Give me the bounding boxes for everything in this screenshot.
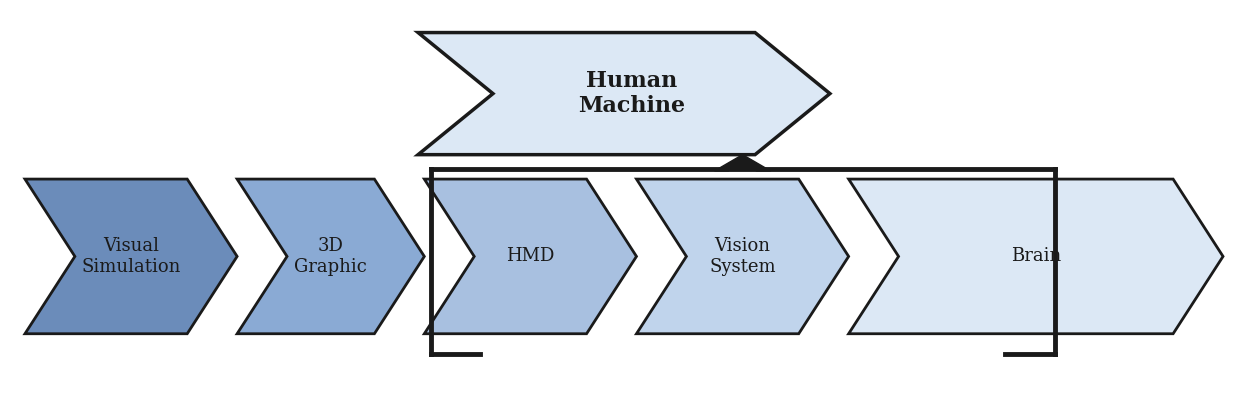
Polygon shape [849,179,1223,334]
Text: Human
Machine: Human Machine [578,70,685,117]
Polygon shape [237,179,424,334]
Text: 3D
Graphic: 3D Graphic [295,237,367,276]
Polygon shape [424,179,636,334]
Polygon shape [25,179,237,334]
Polygon shape [636,179,849,334]
Text: Vision
System: Vision System [709,237,776,276]
FancyArrow shape [714,155,770,171]
Polygon shape [418,33,830,155]
Text: Visual
Simulation: Visual Simulation [81,237,181,276]
Text: HMD: HMD [507,247,554,265]
Text: Brain: Brain [1011,247,1061,265]
